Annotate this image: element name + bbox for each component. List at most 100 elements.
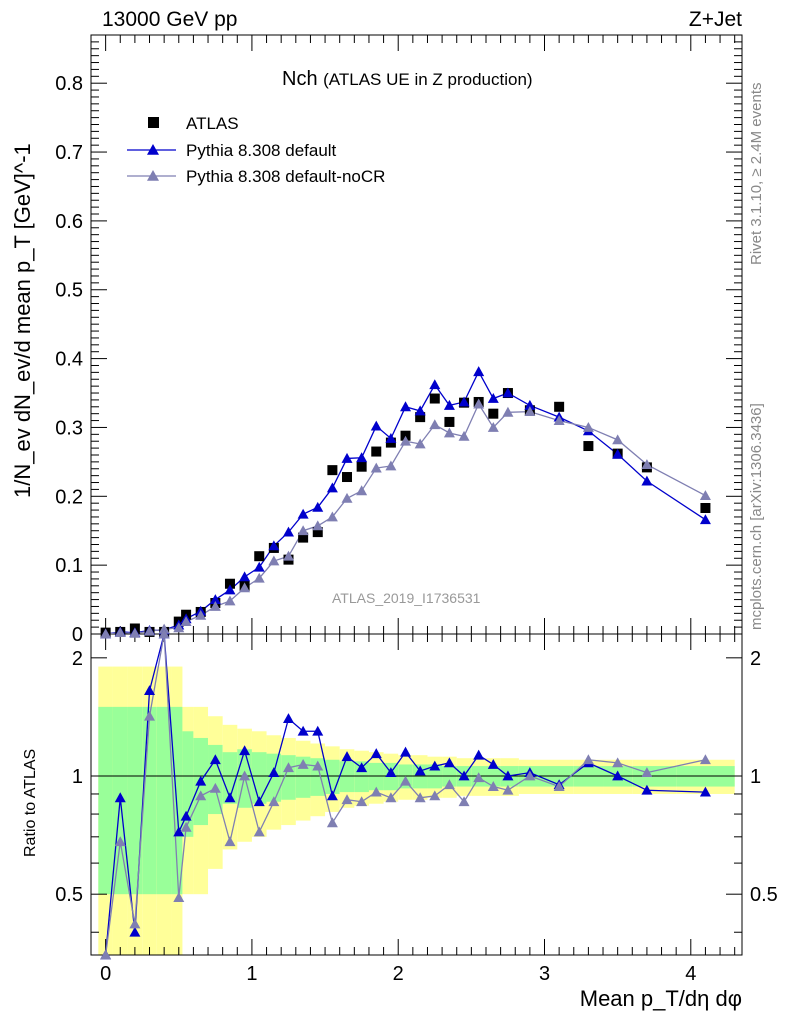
ratio-tick-label: 1 <box>72 766 83 788</box>
default-ratio-point <box>209 754 221 765</box>
legend-atlas-marker <box>148 117 159 128</box>
default-point <box>502 387 514 398</box>
nocr-point <box>612 434 624 445</box>
y-tick-label: 0.8 <box>55 73 83 95</box>
nocr-ratio-point <box>400 775 412 786</box>
default-ratio-point <box>312 725 324 736</box>
default-point <box>458 396 470 407</box>
rivet-version-label: Rivet 3.1.10, ≥ 2.4M events <box>748 82 765 266</box>
band-inner <box>222 752 238 804</box>
nocr-point <box>487 421 499 432</box>
band-inner <box>182 731 194 837</box>
default-ratio-point <box>612 770 624 781</box>
default-point <box>356 452 368 463</box>
default-ratio-point <box>699 786 711 797</box>
header-left: 13000 GeV pp <box>102 8 238 31</box>
y-tick-label: 0 <box>72 624 83 646</box>
nocr-point <box>502 406 514 417</box>
nocr-point <box>458 430 470 441</box>
y-tick-label: 0.7 <box>55 142 83 164</box>
plot-frames <box>90 34 743 956</box>
y-tick-label: 0.4 <box>55 349 83 371</box>
nocr-ratio-point <box>224 836 236 847</box>
nocr-ratio-point <box>385 792 397 803</box>
series-points <box>100 366 711 960</box>
default-ratio-point <box>180 810 192 821</box>
default-ratio-point <box>443 757 455 768</box>
nocr-ratio-point <box>641 767 653 778</box>
x-tick-label: 2 <box>393 963 404 985</box>
band-inner <box>325 759 340 794</box>
nocr-point <box>524 406 536 417</box>
y-tick-label: 0.3 <box>55 417 83 439</box>
default-point <box>268 540 280 551</box>
nocr-ratio-point <box>429 790 441 801</box>
nocr-point <box>341 492 353 503</box>
nocr-point <box>129 627 141 638</box>
nocr-ratio-point <box>341 794 353 805</box>
atlas-point <box>488 408 499 419</box>
legend-default: Pythia 8.308 default <box>186 141 337 160</box>
nocr-point <box>582 421 594 432</box>
default-ratio-point <box>473 749 485 760</box>
default-point <box>641 475 653 486</box>
default-point <box>209 594 221 604</box>
default-ratio-point <box>144 685 156 696</box>
default-point <box>429 379 441 390</box>
nocr-ratio-point <box>699 754 711 765</box>
nocr-ratio-point <box>443 779 455 790</box>
default-point <box>487 393 499 403</box>
axis-ticks: 0 1 2 3 4 0 0.1 0.2 0.3 0.4 0.5 0.6 0.7 0.8 0.5 0.5 1 1 2 2 <box>55 34 778 985</box>
header-right: Z+Jet <box>688 8 742 31</box>
y-tick-label: 0.1 <box>55 555 83 577</box>
atlas-point <box>415 412 426 423</box>
y-tick-label: 0.5 <box>55 280 83 302</box>
legend-markers <box>127 117 176 181</box>
nocr-ratio-point <box>370 786 382 797</box>
atlas-point <box>224 578 235 589</box>
default-ratio-point <box>129 926 141 937</box>
nocr-point <box>297 525 309 536</box>
ratio-tick-label: 0.5 <box>55 884 83 906</box>
default-ratio-point <box>224 792 236 803</box>
nocr-ratio-point <box>326 817 338 828</box>
x-axis-label: Mean p_T/dη dφ <box>579 986 742 1011</box>
nocr-point <box>144 625 156 636</box>
nocr-ratio-point <box>612 757 624 768</box>
nocr-point <box>553 415 565 425</box>
nocr-point <box>195 609 207 620</box>
band-inner <box>368 762 384 791</box>
nocr-point <box>173 622 185 633</box>
legend-nocr-marker <box>147 170 159 181</box>
default-ratio-point <box>356 762 368 773</box>
default-point <box>524 399 536 410</box>
nocr-point <box>239 582 251 593</box>
nocr-point <box>114 627 126 638</box>
nocr-ratio-point <box>487 781 499 791</box>
default-ratio-point <box>239 745 251 756</box>
atlas-point <box>583 441 594 452</box>
default-ratio-point <box>282 713 294 724</box>
atlas-point <box>327 465 338 476</box>
default-point <box>612 448 624 459</box>
band-inner <box>266 753 282 802</box>
nocr-point <box>253 572 265 583</box>
nocr-point <box>400 435 412 446</box>
default-point <box>400 401 412 412</box>
nocr-point <box>326 511 338 522</box>
atlas-point <box>554 401 565 412</box>
nocr-ratio-point <box>173 892 185 903</box>
nocr-point <box>312 520 324 531</box>
x-tick-label: 0 <box>100 963 111 985</box>
default-point <box>699 514 711 525</box>
nocr-ratio-point <box>253 826 265 837</box>
ratio-tick-label-right: 0.5 <box>750 884 778 906</box>
nocr-ratio-point <box>473 772 485 783</box>
atlas-point <box>429 393 440 404</box>
default-ratio-point <box>297 725 309 736</box>
nocr-point <box>699 490 711 501</box>
nocr-ratio-point <box>458 796 470 807</box>
default-ratio-point <box>370 748 382 759</box>
ratio-tick-label-right: 2 <box>750 648 761 670</box>
nocr-ratio-point <box>524 770 536 781</box>
